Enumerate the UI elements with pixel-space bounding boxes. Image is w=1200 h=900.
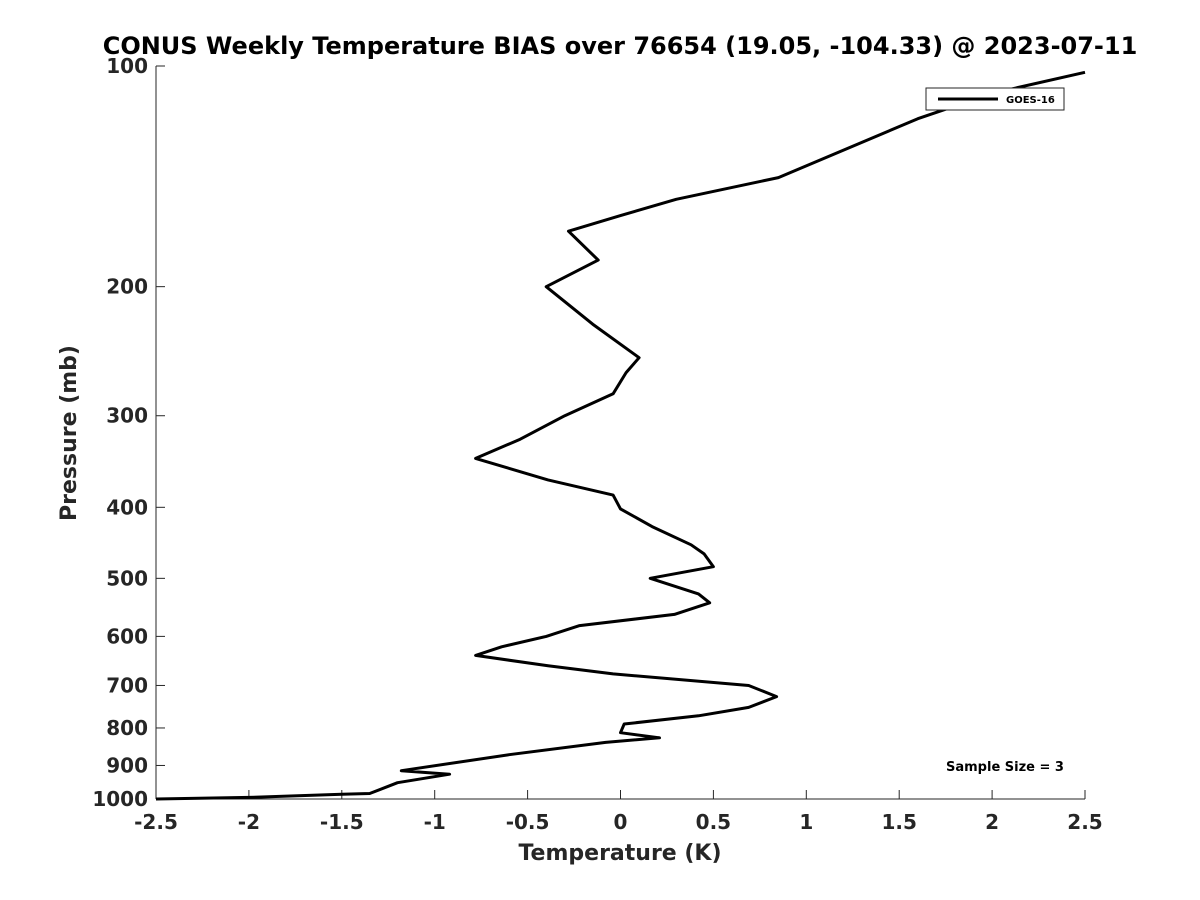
x-tick-label: 1 — [799, 810, 813, 834]
legend: GOES-16 — [925, 87, 1065, 111]
x-tick-label: -0.5 — [506, 810, 550, 834]
x-tick-label: 0 — [614, 810, 628, 834]
y-tick-label: 900 — [106, 753, 148, 777]
x-tick-label: -2 — [238, 810, 260, 834]
chart-title: CONUS Weekly Temperature BIAS over 76654… — [103, 32, 1138, 60]
y-tick-label: 500 — [106, 566, 148, 590]
series-layer — [155, 70, 1086, 801]
x-tick-label: -1.5 — [320, 810, 364, 834]
x-tick-label: 1.5 — [881, 810, 916, 834]
y-tick-label: 100 — [106, 54, 148, 78]
y-tick-label: 1000 — [92, 787, 148, 811]
y-axis-label: Pressure (mb) — [57, 345, 82, 521]
plot-area: -2.5 -2 -1.5 -1 -0.5 0 0.5 1 1.5 2 2.5 100 200 300 40… — [92, 54, 1102, 834]
y-tick-label: 700 — [106, 673, 148, 697]
y-tick-label: 300 — [106, 404, 148, 428]
y-tick-label: 400 — [106, 495, 148, 519]
x-tick-label: -2.5 — [134, 810, 178, 834]
series-line-goes-16 — [155, 70, 1086, 801]
x-tick-label: 0.5 — [696, 810, 731, 834]
x-ticks: -2.5 -2 -1.5 -1 -0.5 0 0.5 1 1.5 2 2.5 — [134, 790, 1103, 834]
y-ticks: 100 200 300 400 500 600 700 800 900 1000 — [92, 54, 165, 811]
x-tick-label: 2.5 — [1067, 810, 1102, 834]
y-tick-label: 800 — [106, 716, 148, 740]
sample-size-annotation: Sample Size = 3 — [946, 760, 1064, 775]
x-tick-label: 2 — [985, 810, 999, 834]
x-tick-label: -1 — [424, 810, 446, 834]
x-axis-label: Temperature (K) — [518, 841, 721, 866]
y-tick-label: 600 — [106, 624, 148, 648]
y-tick-label: 200 — [106, 275, 148, 299]
legend-label-goes-16: GOES-16 — [1006, 95, 1055, 106]
